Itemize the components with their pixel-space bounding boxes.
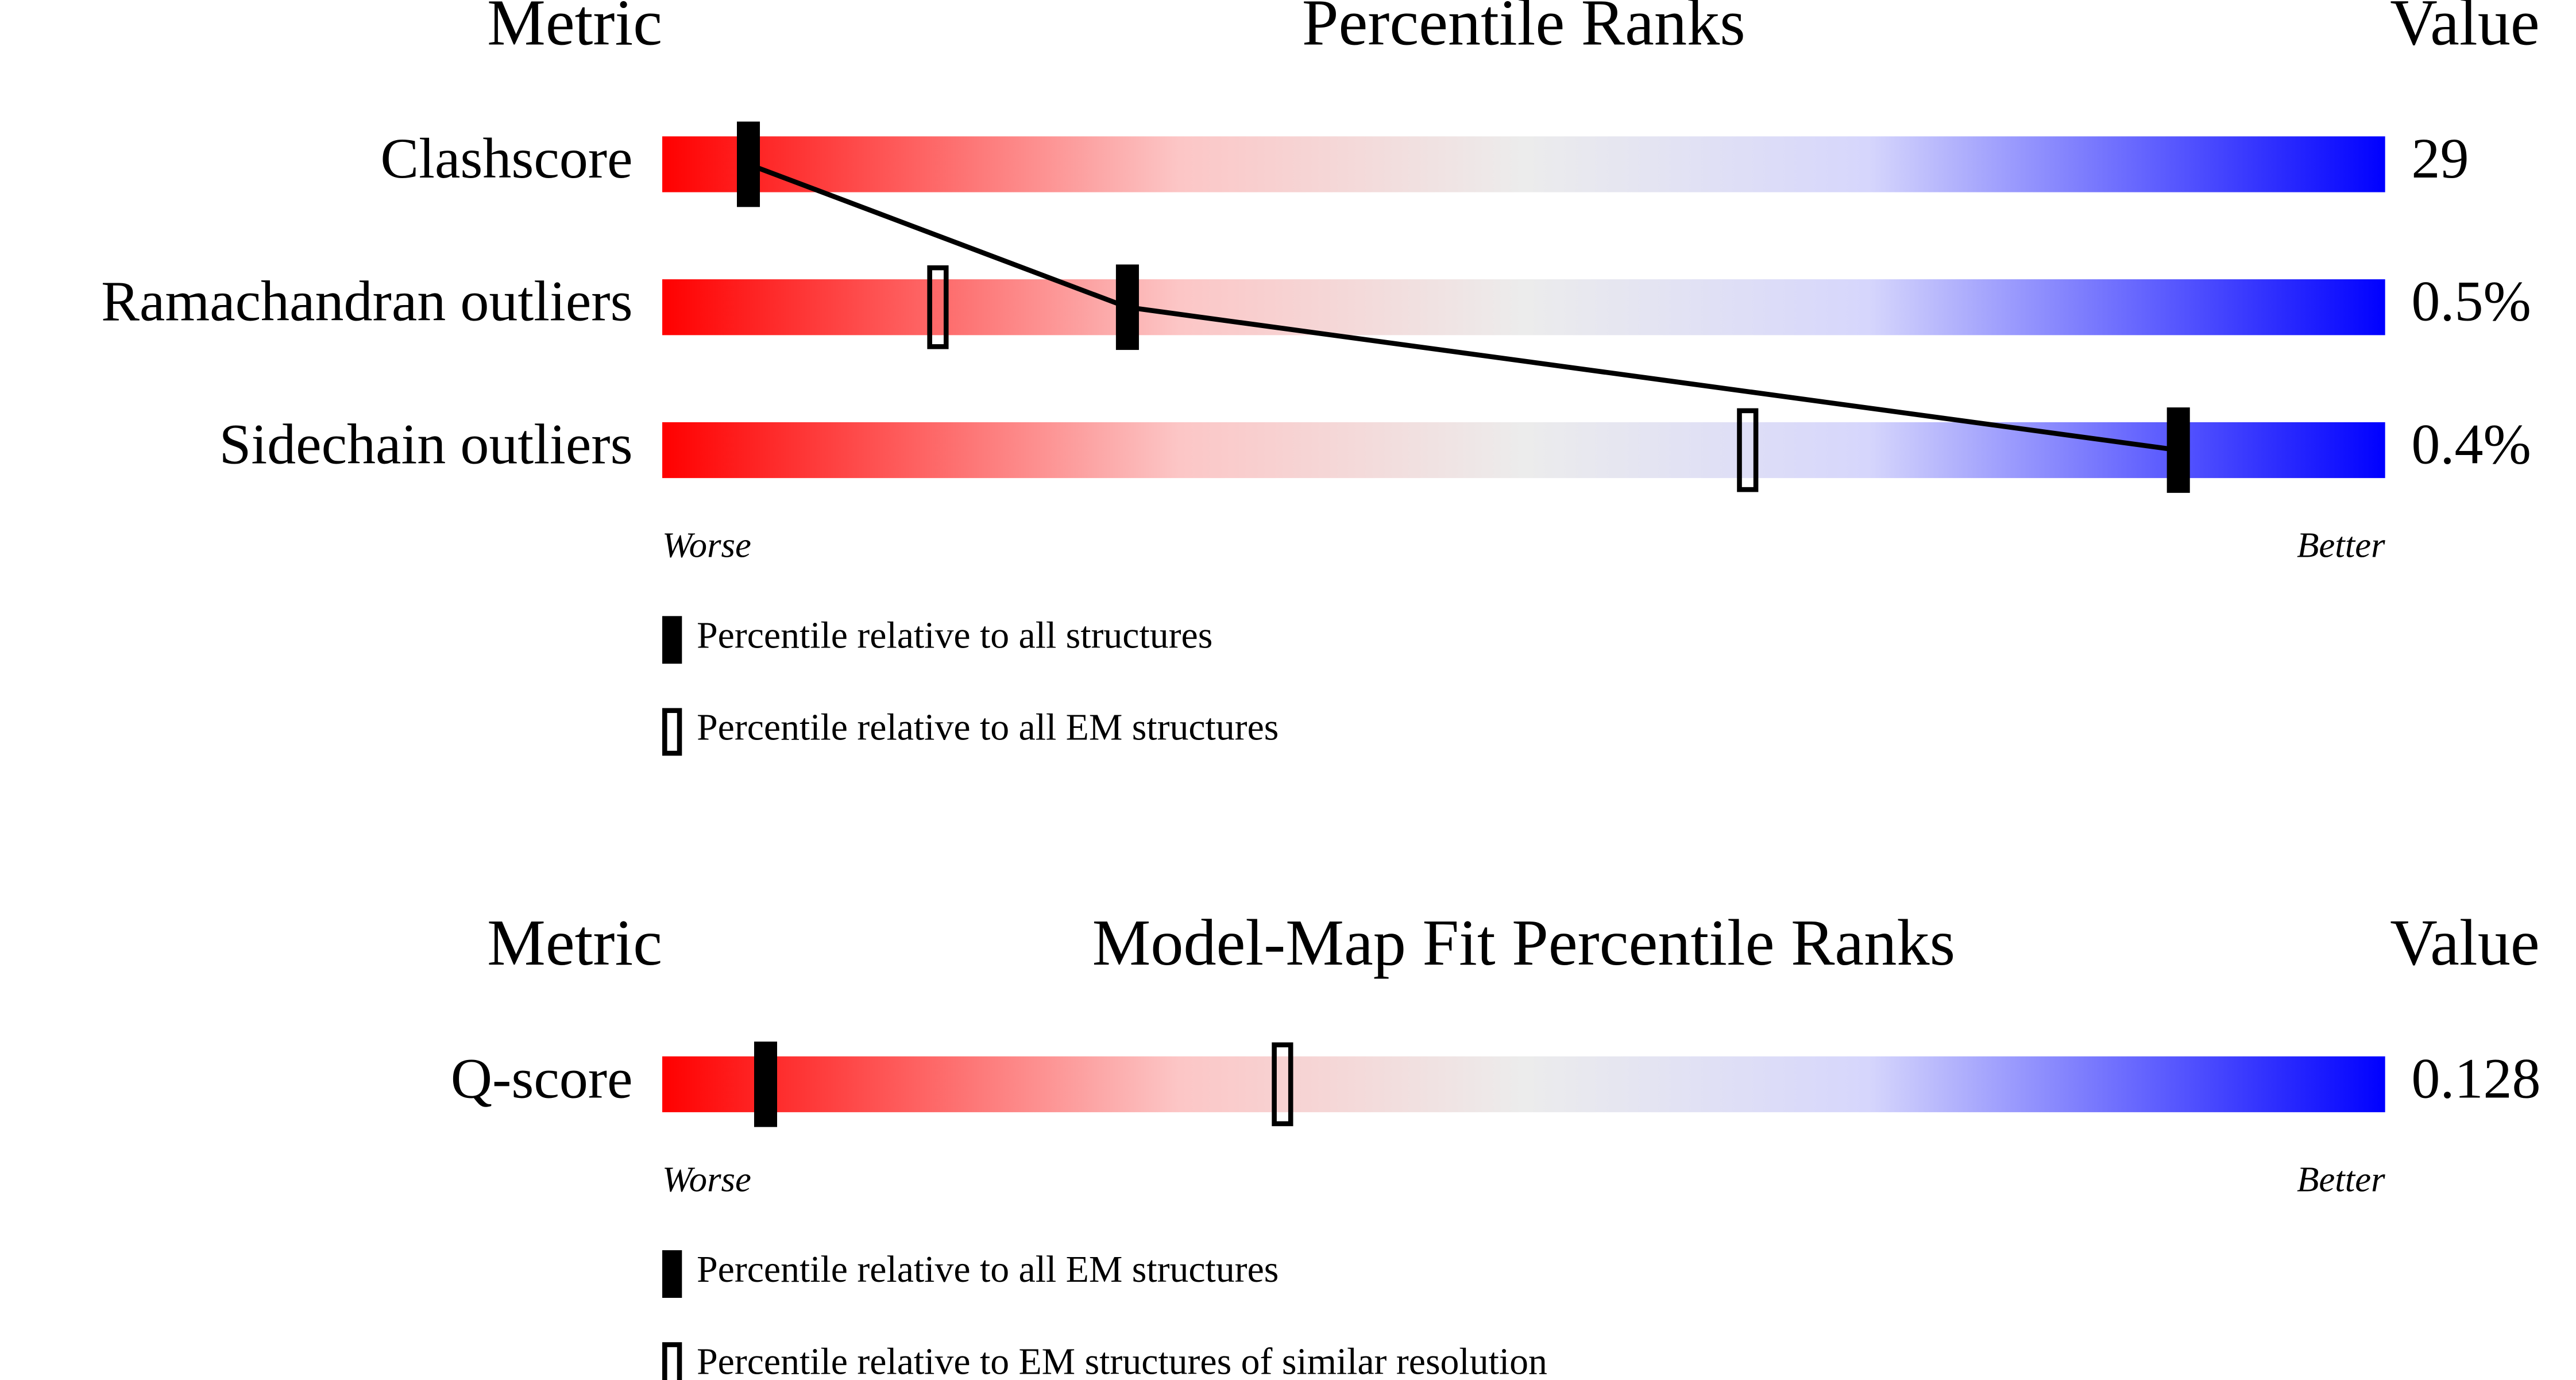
slider-bar [662, 279, 2385, 336]
worse-label: Worse [662, 525, 751, 565]
better-label: Better [2297, 1159, 2385, 1199]
percentile-marker-hollow [1272, 1042, 1293, 1127]
legend-marker [662, 1250, 682, 1298]
percentile-marker-hollow [927, 265, 949, 349]
metric-value: 0.128 [2411, 1046, 2540, 1110]
percentile-marker [2166, 407, 2190, 493]
chart-title: Model-Map Fit Percentile Ranks [1092, 906, 1956, 979]
percentile-marker-hollow [1737, 408, 1759, 492]
metric-header: Metric [487, 906, 662, 979]
worse-label: Worse [662, 1159, 751, 1199]
metric-label: Ramachandran outliers [101, 269, 632, 333]
legend-entry: Percentile relative to all structures [697, 614, 1212, 656]
metric-value: 0.5% [2411, 269, 2531, 333]
better-label: Better [2297, 525, 2385, 565]
legend-entry: Percentile relative to all EM structures [697, 707, 1279, 749]
percentile-marker [736, 121, 760, 207]
slider-bar [662, 136, 2385, 192]
value-header: Value [2390, 0, 2539, 59]
metric-label: Sidechain outliers [219, 412, 633, 476]
slider-bar [662, 422, 2385, 479]
legend-entry: Percentile relative to EM structures of … [697, 1340, 1547, 1380]
percentile-marker [754, 1041, 778, 1127]
legend-marker-hollow [662, 1342, 682, 1380]
legend-marker [662, 616, 682, 664]
metric-header: Metric [487, 0, 662, 59]
legend-entry: Percentile relative to all EM structures [697, 1248, 1279, 1290]
legend-marker-hollow [662, 708, 682, 756]
metric-value: 29 [2411, 126, 2469, 190]
percentile-marker [1115, 264, 1139, 350]
metric-label: Q-score [451, 1046, 633, 1110]
metric-value: 0.4% [2411, 412, 2531, 476]
metric-label: Clashscore [380, 126, 632, 190]
value-header: Value [2390, 906, 2539, 979]
slider-bar [662, 1056, 2385, 1112]
chart-title: Percentile Ranks [1302, 0, 1745, 59]
